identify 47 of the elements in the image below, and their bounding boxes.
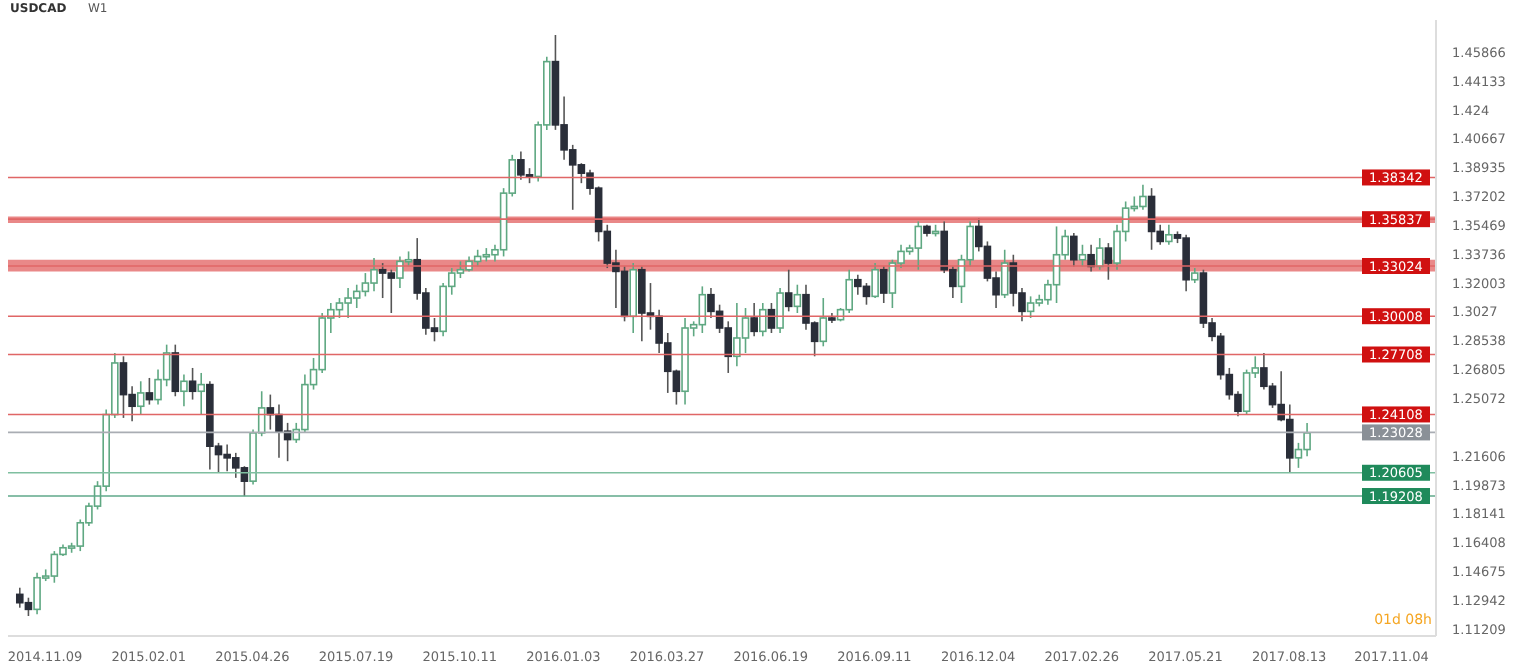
candlestick [231,452,240,479]
candlestick [845,268,853,314]
candlestick [733,302,741,368]
candlestick [862,282,871,306]
candlestick [1104,242,1113,281]
candlestick [145,377,154,406]
candlestick [1078,243,1087,268]
candlestick [180,373,188,408]
candlestick [378,262,387,299]
candlestick [758,302,767,338]
candlestick [914,220,923,271]
candlestick [517,150,525,181]
candlestick [352,283,361,309]
candlestick [638,265,646,343]
candlestick [819,297,828,348]
candlestick [197,372,206,416]
candlestick [119,355,128,419]
candlestick [50,550,59,584]
candlestick [396,255,404,289]
candlestick [793,283,802,314]
candlestick [1070,232,1078,268]
candlestick [750,302,758,338]
candlestick [854,273,862,296]
candlestick [1095,237,1104,271]
candlestick [1182,233,1190,293]
candlestick [136,380,145,416]
candlestick [15,586,24,609]
candlestick [188,367,197,401]
candlestick [1000,248,1009,299]
candlestick [776,287,784,334]
candlestick [24,596,33,617]
candlestick [275,403,283,459]
candlestick [741,307,750,354]
candlestick [1303,422,1311,457]
candlestick [1087,243,1095,273]
candlestick [387,268,396,314]
candlestick [1026,295,1035,319]
candlestick [361,272,370,298]
candlestick [1165,223,1173,246]
candlestick [1242,368,1251,416]
candlestick [784,268,793,313]
candlestick [879,265,888,304]
candlestick [871,262,879,299]
candlestick [370,257,378,293]
candlestick [171,343,180,398]
candlestick [335,297,344,319]
candlestick [629,262,637,334]
